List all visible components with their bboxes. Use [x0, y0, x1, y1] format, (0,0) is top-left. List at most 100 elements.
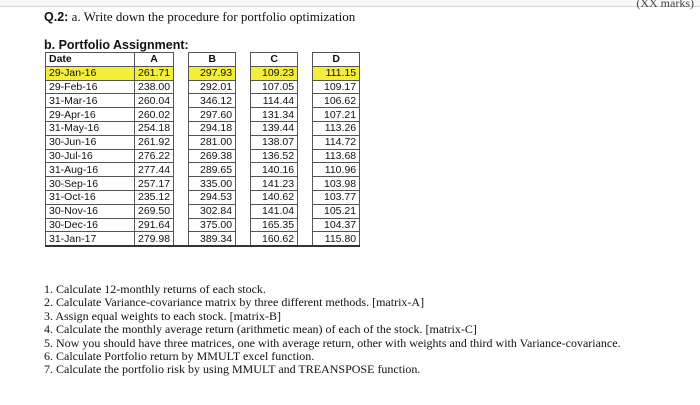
spacer-cell	[297, 121, 314, 136]
instruction-item: 5. Now you should have three matrices, o…	[44, 335, 621, 350]
question-number: Q.2:	[44, 10, 69, 24]
table-row: 29-Feb-16 238.00 292.01 107.05 109.17	[45, 79, 361, 95]
question-text: a. Write down the procedure for portfoli…	[71, 9, 356, 24]
cell-d: 109.17	[312, 79, 361, 95]
table-row: 30-Jul-16 276.22 269.38 136.52 113.68	[45, 148, 361, 164]
cell-c: 165.35	[250, 217, 299, 233]
cell-b: 281.00	[188, 134, 237, 150]
cell-date: 30-Dec-16	[45, 217, 135, 233]
cell-a: 257.17	[133, 176, 175, 191]
spacer-cell	[173, 135, 190, 150]
spacer-cell	[235, 149, 252, 163]
cell-c: 131.34	[250, 107, 299, 122]
spacer-cell	[173, 107, 190, 122]
spacer-cell	[235, 121, 252, 136]
spacer-cell	[235, 93, 252, 108]
table-row: 30-Jun-16 261.92 281.00 138.07 114.72	[45, 134, 361, 150]
header-c: C	[250, 52, 299, 67]
spacer-cell	[173, 218, 190, 232]
cell-d: 106.62	[312, 93, 361, 109]
cell-d: 113.26	[312, 120, 361, 136]
cell-a: 260.04	[133, 93, 175, 109]
spacer-cell	[235, 162, 252, 177]
cell-d: 110.96	[312, 162, 361, 178]
spacer-cell	[173, 149, 190, 163]
instruction-item: 3. Assign equal weights to each stock. […	[44, 308, 281, 323]
cell-date: 30-Jun-16	[45, 134, 135, 150]
cell-a: 261.92	[133, 134, 175, 150]
spacer-cell	[297, 176, 314, 191]
cell-b: 297.93	[188, 65, 237, 81]
spacer-cell	[173, 176, 190, 191]
spacer-cell	[297, 66, 314, 81]
spacer-cell	[297, 107, 314, 122]
table-row: 30-Nov-16 269.50 302.84 141.04 105.21	[45, 203, 361, 219]
cell-d: 107.21	[312, 107, 361, 122]
spacer-cell	[235, 218, 252, 232]
spacer-cell	[297, 80, 314, 94]
cell-date: 31-Oct-16	[45, 189, 135, 205]
cell-b: 389.34	[188, 231, 237, 248]
spacer-cell	[235, 66, 252, 81]
spacer-cell	[173, 66, 190, 81]
cell-d: 115.80	[312, 231, 361, 248]
spacer-cell	[235, 204, 252, 219]
cell-date: 31-Mar-16	[45, 93, 135, 109]
cell-b: 346.12	[188, 93, 237, 109]
spacer-cell	[235, 135, 252, 150]
cell-date: 30-Nov-16	[45, 203, 135, 219]
table-row: 30-Dec-16 291.64 375.00 165.35 104.37	[45, 217, 361, 233]
portfolio-table: Date A B C D 29-Jan-16 261.71 297.93 109.23…	[45, 52, 361, 248]
cell-b: 294.53	[188, 189, 237, 205]
spacer-cell	[297, 93, 314, 108]
cell-b: 294.18	[188, 120, 237, 136]
spacer-cell	[297, 149, 314, 163]
cell-a: 235.12	[133, 189, 175, 205]
spacer-cell	[235, 231, 252, 248]
cell-c: 140.62	[250, 189, 299, 205]
spacer-cell	[235, 107, 252, 122]
table-row: 31-Mar-16 260.04 346.12 114.44 106.62	[45, 93, 361, 109]
spacer-cell	[173, 190, 190, 205]
spacer-cell	[297, 190, 314, 205]
marks-label: (XX marks)	[636, 0, 694, 10]
cell-d: 114.72	[312, 134, 361, 150]
table-row: 29-Apr-16 260.02 297.60 131.34 107.21	[45, 107, 361, 122]
spacer-cell	[173, 121, 190, 136]
table-row: 31-Aug-16 277.44 289.65 140.16 110.96	[45, 162, 361, 178]
cell-a: 260.02	[133, 107, 175, 122]
table-row: 31-May-16 254.18 294.18 139.44 113.26	[45, 120, 361, 136]
spacer-col	[297, 52, 314, 67]
cell-c: 140.16	[250, 162, 299, 178]
instruction-item: 2. Calculate Variance-covariance matrix …	[44, 295, 425, 310]
cell-d: 103.77	[312, 189, 361, 205]
cell-b: 292.01	[188, 79, 237, 95]
cell-b: 335.00	[188, 176, 237, 191]
spacer-cell	[173, 204, 190, 219]
header-date: Date	[45, 52, 135, 67]
cell-a: 254.18	[133, 120, 175, 136]
table-row: 29-Jan-16 261.71 297.93 109.23 111.15	[45, 65, 361, 81]
header-d: D	[312, 52, 361, 67]
cell-b: 269.38	[188, 148, 237, 164]
cell-a: 279.98	[133, 231, 175, 248]
cell-date: 29-Jan-16	[45, 65, 135, 81]
cell-c: 109.23	[250, 65, 299, 81]
table-row: 31-Jan-17 279.98 389.34 160.62 115.80	[45, 231, 361, 248]
cell-d: 113.68	[312, 148, 361, 164]
instruction-item: 7. Calculate the portfolio risk by using…	[44, 362, 421, 377]
spacer-cell	[297, 231, 314, 248]
cell-c: 141.04	[250, 203, 299, 219]
spacer-cell	[173, 93, 190, 108]
header-b: B	[188, 52, 237, 67]
spacer-cell	[173, 231, 190, 248]
cell-b: 289.65	[188, 162, 237, 178]
instruction-item: 6. Calculate Portfolio return by MMULT e…	[44, 349, 315, 364]
cell-d: 105.21	[312, 203, 361, 219]
table-row: 30-Sep-16 257.17 335.00 141.23 103.98	[45, 176, 361, 191]
question-line: Q.2: a. Write down the procedure for por…	[44, 9, 355, 25]
cell-d: 103.98	[312, 176, 361, 191]
cell-a: 291.64	[133, 217, 175, 233]
cell-date: 30-Jul-16	[45, 148, 135, 164]
spacer-cell	[297, 162, 314, 177]
